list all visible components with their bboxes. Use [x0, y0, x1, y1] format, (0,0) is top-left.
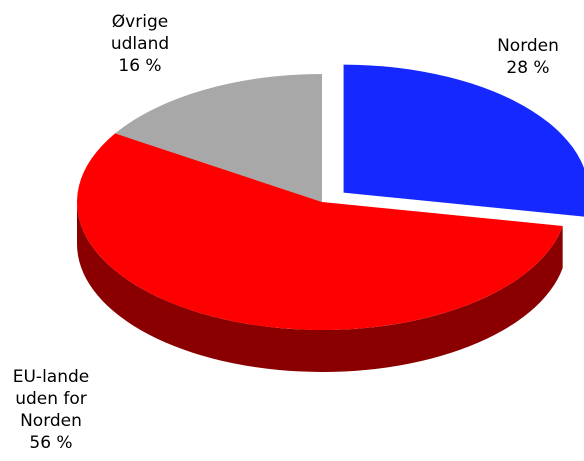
- slice: [343, 64, 584, 217]
- category-label: Norden: [497, 36, 559, 56]
- slice-side: [77, 202, 563, 372]
- value-label: 56 %: [29, 433, 73, 453]
- category-label: Øvrige udland: [110, 12, 170, 54]
- slice: [76, 133, 563, 331]
- value-label: 16 %: [118, 56, 162, 76]
- slice-label: Øvrige udland 16 %: [100, 11, 180, 77]
- slice-label: EU-lande uden for Norden 56 %: [5, 366, 97, 454]
- category-label: EU-lande uden for Norden: [12, 367, 90, 431]
- slice: [115, 74, 323, 202]
- value-label: 28 %: [506, 58, 550, 78]
- slice-label: Norden 28 %: [478, 35, 578, 79]
